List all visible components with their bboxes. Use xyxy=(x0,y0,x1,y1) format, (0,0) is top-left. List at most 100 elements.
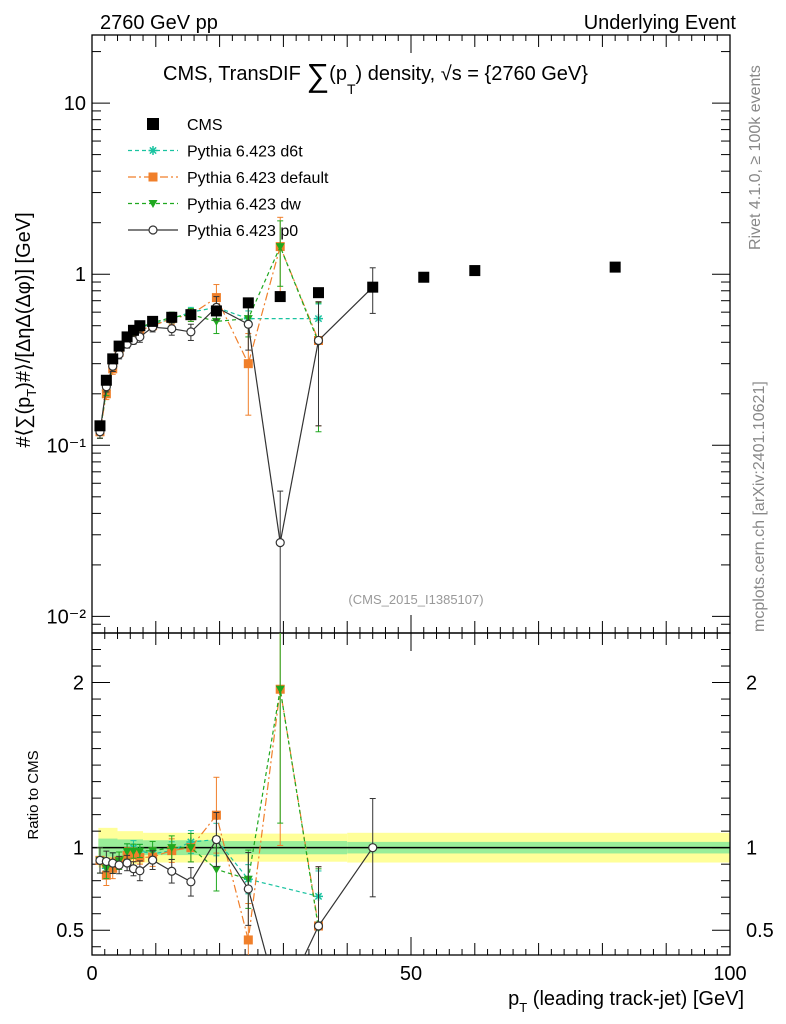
series-pythia-6-423-d6t xyxy=(95,300,323,439)
ratio-point xyxy=(135,866,145,876)
legend-marker xyxy=(148,172,158,182)
svg-text:#⟨∑(pT)#⟩/[ΔηΔ(Δφ)] [GeV]: #⟨∑(pT)#⟩/[ΔηΔ(Δφ)] [GeV] xyxy=(13,212,39,447)
legend-marker xyxy=(148,200,158,208)
cms-data-point xyxy=(127,324,139,336)
analysis-watermark: (CMS_2015_I1385107) xyxy=(348,592,483,607)
cms-data-point xyxy=(113,340,125,352)
plot-title: CMS, TransDIF ∑(pT) density, √s = {2760 … xyxy=(163,57,588,97)
header-left: 2760 GeV pp xyxy=(100,12,218,34)
ratio-point xyxy=(186,877,196,887)
ratio-frame xyxy=(91,632,731,956)
cms-data-point xyxy=(367,281,379,293)
data-point xyxy=(313,335,324,346)
ratio-line xyxy=(99,689,320,929)
ratio-point xyxy=(243,935,253,945)
x-tick-label: 50 xyxy=(400,963,422,985)
legend-marker xyxy=(148,146,158,155)
legend-label: Pythia 6.423 d6t xyxy=(187,144,303,161)
cms-data-point xyxy=(94,420,106,432)
series-cms xyxy=(94,261,621,432)
data-point xyxy=(275,243,285,252)
cms-data-point xyxy=(469,265,481,277)
ratio-point xyxy=(135,847,145,856)
cms-data-point xyxy=(242,297,254,309)
ratio-point xyxy=(368,843,378,853)
legend-label: Pythia 6.423 p0 xyxy=(187,223,298,240)
ratio-pythia-6-423-p0 xyxy=(95,798,378,1011)
header-right: Underlying Event xyxy=(584,12,737,34)
legend-marker xyxy=(148,225,158,235)
cms-data-point xyxy=(107,353,119,365)
y-axis: 10⁻² 10⁻¹ 1 10 xyxy=(47,51,730,634)
ratio-point xyxy=(313,921,324,931)
ratio-point xyxy=(122,858,132,868)
series-line xyxy=(99,245,320,432)
ratio-point xyxy=(167,844,177,853)
legend: CMS Pythia 6.423 d6t Pythia 6.423 default P… xyxy=(128,117,329,240)
ratio-point xyxy=(275,685,285,694)
legend-entry: Pythia 6.423 p0 xyxy=(128,223,298,240)
title-sigma: ∑ xyxy=(306,57,329,93)
cms-data-point xyxy=(210,305,222,317)
ratio-y-tick-label: 2 xyxy=(73,673,84,695)
ratio-series xyxy=(95,633,378,1011)
cms-data-point xyxy=(147,315,159,327)
data-point xyxy=(167,324,177,334)
legend-entry: Pythia 6.423 dw xyxy=(128,197,301,214)
ratio-point xyxy=(243,884,253,894)
ratio-y-label: Ratio to CMS xyxy=(25,750,42,839)
main-plot: 10⁻² 10⁻¹ 1 10 xyxy=(47,34,731,634)
data-point xyxy=(243,319,253,329)
legend-entry: Pythia 6.423 default xyxy=(128,170,329,187)
mcplots-label: mcplots.cern.ch [arXiv:2401.10621] xyxy=(751,381,768,632)
data-point xyxy=(186,327,196,337)
ratio-y-tick-label-right: 0.5 xyxy=(746,920,774,942)
title-p: (p xyxy=(329,63,347,85)
legend-entry: Pythia 6.423 d6t xyxy=(128,144,303,161)
cms-data-point xyxy=(185,309,197,321)
ratio-point xyxy=(114,860,124,870)
x-axis-label: pT (leading track-jet) [GeV] xyxy=(508,988,744,1015)
y-axis-label: #⟨∑(pT)#⟩/[ΔηΔ(Δφ)] [GeV] xyxy=(13,212,39,447)
title-prefix: CMS, TransDIF xyxy=(163,63,306,85)
ratio-y-tick-label: 1 xyxy=(73,838,84,860)
ratio-x-axis xyxy=(91,633,731,955)
cms-data-point xyxy=(274,291,286,303)
ratio-point xyxy=(148,855,158,865)
legend-entry: CMS xyxy=(147,117,223,134)
cms-data-point xyxy=(418,271,430,283)
data-point xyxy=(275,538,285,548)
main-x-axis xyxy=(91,35,731,633)
title-suffix: ) density, √s = {2760 GeV} xyxy=(356,63,589,85)
legend-label: CMS xyxy=(187,117,223,134)
ratio-y-tick-label-right: 2 xyxy=(746,673,757,695)
x-tick-label: 0 xyxy=(86,963,97,985)
ratio-pythia-6-423-dw xyxy=(95,633,323,955)
title-sub: T xyxy=(347,81,356,97)
cms-data-point xyxy=(166,311,178,323)
ratio-point xyxy=(276,1003,284,1011)
x-tick-label: 100 xyxy=(713,963,746,985)
ratio-pythia-6-423-default xyxy=(95,633,323,955)
ratio-y-tick-label-right: 1 xyxy=(746,838,757,860)
ratio-y-axis: 0.5 0.5 1 1 2 2 xyxy=(56,649,774,948)
cms-data-point xyxy=(312,287,324,299)
y-tick-label: 1 xyxy=(75,264,86,286)
ratio-point xyxy=(167,866,177,876)
legend-label: Pythia 6.423 dw xyxy=(187,197,301,214)
y-tick-label: 10⁻² xyxy=(47,606,87,628)
ratio-point xyxy=(211,834,222,845)
cms-data-point xyxy=(121,331,133,343)
cms-data-point xyxy=(100,374,112,386)
legend-marker xyxy=(147,118,159,130)
ratio-point xyxy=(128,847,138,856)
ratio-point xyxy=(122,848,132,857)
y-tick-label: 10 xyxy=(64,93,86,115)
ratio-y-tick-label: 0.5 xyxy=(56,920,84,942)
cms-data-point xyxy=(134,320,146,332)
y-tick-label: 10⁻¹ xyxy=(47,435,87,457)
ratio-point xyxy=(186,844,196,853)
data-point xyxy=(243,359,253,369)
